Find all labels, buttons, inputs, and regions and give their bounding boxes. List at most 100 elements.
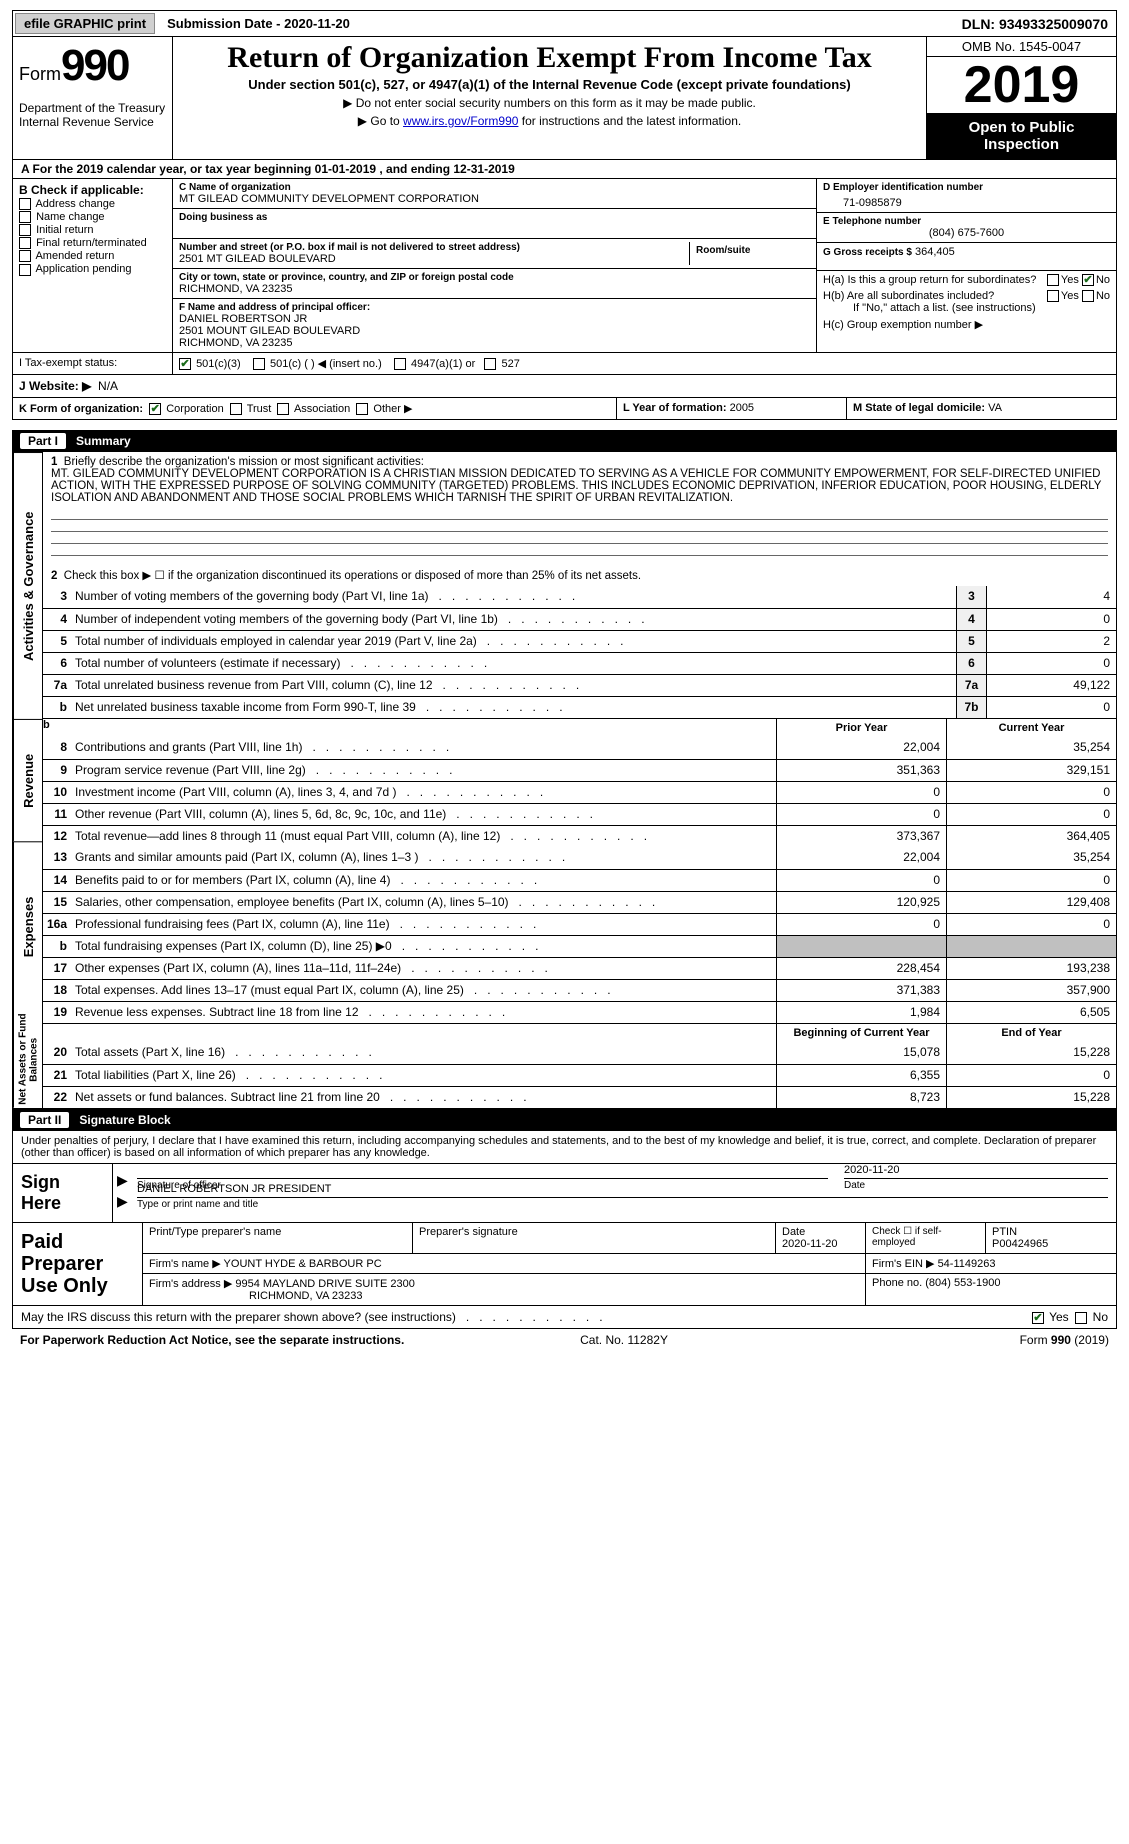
label-amended-return: Amended return: [35, 250, 114, 262]
checkbox-initial-return[interactable]: [19, 224, 31, 236]
form-ref: Form 990 (2019): [1020, 1333, 1109, 1347]
goto-pre: ▶ Go to: [358, 114, 403, 128]
department-label: Department of the Treasury Internal Reve…: [19, 101, 166, 129]
prep-sig-label: Preparer's signature: [419, 1226, 518, 1238]
form-meta-block: OMB No. 1545-0047 2019 Open to Public In…: [926, 37, 1116, 159]
summary-line: 10Investment income (Part VIII, column (…: [43, 781, 1116, 803]
section-b: B Check if applicable: Address change Na…: [13, 179, 173, 352]
firm-name: YOUNT HYDE & BARBOUR PC: [224, 1258, 382, 1270]
summary-line: 4Number of independent voting members of…: [43, 608, 1116, 630]
org-name-label: C Name of organization: [179, 182, 810, 193]
submission-date: Submission Date - 2020-11-20: [157, 14, 360, 33]
checkbox-association[interactable]: [277, 403, 289, 415]
part2-number: Part II: [20, 1112, 69, 1128]
summary-line: 21Total liabilities (Part X, line 26)6,3…: [43, 1064, 1116, 1086]
checkbox-application-pending[interactable]: [19, 264, 31, 276]
section-j-label: J Website: ▶: [19, 379, 91, 393]
perjury-declaration: Under penalties of perjury, I declare th…: [13, 1131, 1116, 1163]
checkbox-4947[interactable]: [394, 358, 406, 370]
section-i-options: 501(c)(3) 501(c) ( ) ◀ (insert no.) 4947…: [173, 353, 1116, 374]
summary-line: 19Revenue less expenses. Subtract line 1…: [43, 1001, 1116, 1023]
year-formation-value: 2005: [730, 402, 754, 414]
top-bar: efile GRAPHIC print Submission Date - 20…: [12, 10, 1117, 37]
ssn-note: ▶ Do not enter social security numbers o…: [181, 96, 918, 110]
part1-number: Part I: [20, 433, 66, 449]
label-4947: 4947(a)(1) or: [411, 358, 475, 370]
line-1: 1 Briefly describe the organization's mi…: [43, 452, 1116, 508]
summary-line: 22Net assets or fund balances. Subtract …: [43, 1086, 1116, 1108]
ha-yes-checkbox[interactable]: [1047, 274, 1059, 286]
hb-yes-checkbox[interactable]: [1047, 290, 1059, 302]
paid-preparer-label: Paid Preparer Use Only: [13, 1223, 143, 1305]
firm-name-label: Firm's name ▶: [149, 1258, 221, 1270]
summary-line: 17Other expenses (Part IX, column (A), l…: [43, 957, 1116, 979]
mission-text: MT. GILEAD COMMUNITY DEVELOPMENT CORPORA…: [51, 468, 1101, 504]
section-i-label: I Tax-exempt status:: [13, 353, 173, 374]
phone-label: E Telephone number: [823, 216, 1110, 227]
gross-receipts-value: 364,405: [915, 246, 955, 258]
officer-name-label: Type or print name and title: [137, 1199, 258, 1210]
efile-print-button[interactable]: efile GRAPHIC print: [15, 13, 155, 34]
blank-line: [51, 508, 1108, 520]
officer-label: F Name and address of principal officer:: [179, 302, 810, 313]
gross-receipts-label: G Gross receipts $: [823, 247, 912, 258]
discuss-no-checkbox[interactable]: [1075, 1312, 1087, 1324]
sig-date-value: 2020-11-20: [844, 1164, 899, 1176]
line-2: 2 Check this box ▶ ☐ if the organization…: [43, 564, 1116, 586]
firm-ein: 54-1149263: [938, 1258, 996, 1270]
goto-post: for instructions and the latest informat…: [518, 114, 741, 128]
discuss-yes-checkbox[interactable]: [1032, 1312, 1044, 1324]
blank-line: [51, 520, 1108, 532]
blank-line: [51, 532, 1108, 544]
label-other: Other ▶: [373, 403, 412, 415]
inspection-label: Open to Public Inspection: [927, 113, 1116, 159]
goto-note: ▶ Go to www.irs.gov/Form990 for instruct…: [181, 114, 918, 128]
summary-line: 20Total assets (Part X, line 16)15,07815…: [43, 1042, 1116, 1064]
form-id-block: Form990 Department of the Treasury Inter…: [13, 37, 173, 159]
label-501c: 501(c) ( ) ◀ (insert no.): [270, 358, 382, 370]
irs-link[interactable]: www.irs.gov/Form990: [403, 114, 518, 128]
summary-line: 15Salaries, other compensation, employee…: [43, 891, 1116, 913]
part2-header: Part II Signature Block: [12, 1109, 1117, 1131]
self-employed-check: Check ☐ if self-employed: [866, 1223, 986, 1253]
section-c: C Name of organization MT GILEAD COMMUNI…: [173, 179, 816, 352]
sig-date-label: Date: [844, 1180, 865, 1191]
domicile-value: VA: [988, 402, 1002, 414]
summary-line: 14Benefits paid to or for members (Part …: [43, 869, 1116, 891]
checkbox-501c3[interactable]: [179, 358, 191, 370]
omb-number: OMB No. 1545-0047: [927, 37, 1116, 57]
rev-header: b Prior Year Current Year: [43, 718, 1116, 737]
officer-signature-fields: ▶ Signature of officer 2020-11-20Date ▶ …: [113, 1164, 1116, 1222]
label-initial-return: Initial return: [36, 224, 93, 236]
checkbox-501c[interactable]: [253, 358, 265, 370]
tax-year-range: A For the 2019 calendar year, or tax yea…: [12, 160, 1117, 179]
website-row: J Website: ▶ N/A: [12, 375, 1117, 398]
checkbox-other[interactable]: [356, 403, 368, 415]
ha-no-checkbox[interactable]: [1082, 274, 1094, 286]
officer-printed-name: DANIEL ROBERTSON JR PRESIDENT: [137, 1183, 331, 1195]
sign-here-row: Sign Here ▶ Signature of officer 2020-11…: [13, 1163, 1116, 1222]
summary-line: 7aTotal unrelated business revenue from …: [43, 674, 1116, 696]
label-name-change: Name change: [36, 211, 105, 223]
hb-label: H(b) Are all subordinates included?: [823, 290, 1047, 302]
label-address-change: Address change: [35, 198, 115, 210]
phone-value: (804) 675-7600: [823, 227, 1110, 239]
prior-year-header: Prior Year: [776, 719, 946, 737]
checkbox-trust[interactable]: [230, 403, 242, 415]
section-l: L Year of formation: 2005: [616, 398, 846, 419]
checkbox-name-change[interactable]: [19, 211, 31, 223]
prep-name-label: Print/Type preparer's name: [149, 1226, 281, 1238]
checkbox-527[interactable]: [484, 358, 496, 370]
city-label: City or town, state or province, country…: [179, 272, 810, 283]
checkbox-address-change[interactable]: [19, 198, 31, 210]
hb-yes-label: Yes: [1061, 290, 1079, 302]
hb-no-checkbox[interactable]: [1082, 290, 1094, 302]
checkbox-final-return[interactable]: [19, 237, 31, 249]
hc-label: H(c) Group exemption number ▶: [823, 318, 1110, 331]
label-application-pending: Application pending: [35, 263, 131, 275]
catalog-number: Cat. No. 11282Y: [580, 1333, 668, 1347]
firm-phone-label: Phone no.: [872, 1277, 922, 1289]
summary-line: 11Other revenue (Part VIII, column (A), …: [43, 803, 1116, 825]
checkbox-corporation[interactable]: [149, 403, 161, 415]
checkbox-amended-return[interactable]: [19, 250, 31, 262]
